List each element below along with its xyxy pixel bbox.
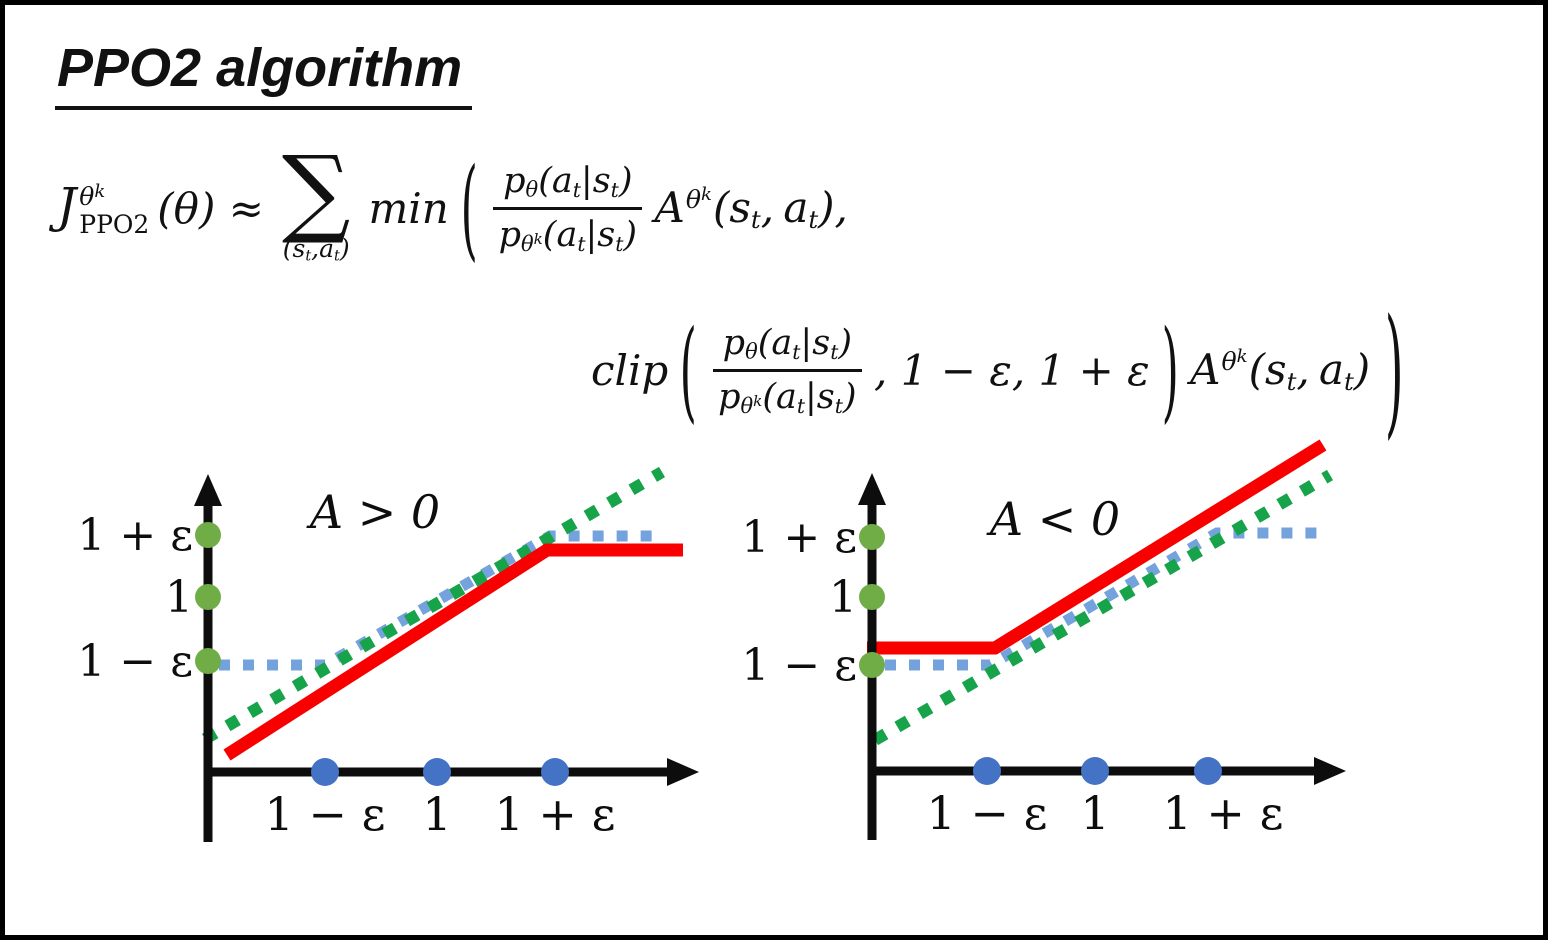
- outer-close-paren: ): [1384, 288, 1404, 453]
- y-tick-label: 1: [829, 572, 857, 623]
- title-block: PPO2 algorithm: [55, 38, 473, 111]
- y-tick-dot: [859, 524, 885, 550]
- y-tick-label: 1 − ε: [77, 636, 193, 687]
- x-tick-label: 1 − ε: [265, 787, 386, 841]
- x-tick-label: 1 − ε: [927, 786, 1048, 840]
- fraction-numerator: pθ(at|st): [493, 161, 643, 211]
- fraction-denominator: pθk(at|st): [718, 377, 857, 419]
- advantage-term: Aθk(st, at): [1190, 345, 1371, 397]
- x-tick-dot: [541, 758, 569, 786]
- x-tick-dot: [1081, 757, 1109, 785]
- clipped-ratio-line: [219, 530, 663, 671]
- of-theta-approx: (θ) ≈: [157, 184, 264, 234]
- probability-ratio-fraction: pθ(at|st) pθk(at|st): [493, 161, 643, 257]
- y-tick-label: 1 − ε: [741, 640, 857, 691]
- slide-title: PPO2 algorithm: [55, 38, 473, 111]
- probability-ratio-fraction: pθ(at|st) pθk(at|st): [712, 323, 862, 419]
- y-tick-label: 1 + ε: [77, 510, 193, 561]
- objective-formula-line2: clip ( pθ(at|st) pθk(at|st) , 1 − ε, 1 +…: [591, 288, 1411, 452]
- big-close-paren: ): [1161, 306, 1179, 435]
- fraction-denominator: pθk(at|st): [498, 215, 638, 257]
- x-axis-arrowhead: [667, 758, 699, 786]
- condition-label: A > 0: [306, 485, 440, 539]
- x-tick-dot: [423, 758, 451, 786]
- x-tick-label: 1 + ε: [1163, 786, 1284, 840]
- objective-line: [223, 543, 683, 761]
- y-axis-arrowhead: [858, 473, 886, 505]
- y-tick-label: 1: [165, 572, 193, 623]
- y-tick-dot: [195, 522, 221, 548]
- clip-bounds: , 1 − ε, 1 + ε: [874, 346, 1150, 396]
- advantage-term: Aθk(st, at),: [654, 183, 848, 235]
- x-tick-label: 1: [1080, 786, 1109, 840]
- condition-label: A < 0: [986, 492, 1120, 546]
- sigma-symbol: ∑: [281, 135, 351, 247]
- big-open-paren: (: [460, 145, 478, 273]
- plot-a-positive: A > 0 1 + ε 1 1 − ε 1 − ε 1 1 + ε: [77, 466, 699, 842]
- clip-operator: clip: [591, 346, 669, 396]
- x-tick-dot: [311, 758, 339, 786]
- y-tick-dot: [859, 652, 885, 678]
- x-tick-label: 1: [422, 787, 451, 841]
- plot-a-negative: A < 0 1 + ε 1 1 − ε 1 − ε 1 1 + ε: [741, 439, 1346, 840]
- x-tick-dot: [973, 757, 1001, 785]
- fraction-numerator: pθ(at|st): [712, 323, 862, 373]
- summation-subscript: (st,at): [282, 233, 350, 265]
- identity-ratio-line: [871, 469, 1334, 746]
- y-tick-dot: [859, 584, 885, 610]
- x-tick-dot: [1194, 757, 1222, 785]
- objective-line: [867, 439, 1327, 655]
- big-open-paren: (: [679, 306, 698, 435]
- min-operator: min: [368, 184, 449, 234]
- y-axis-arrowhead: [194, 474, 222, 506]
- x-tick-label: 1 + ε: [495, 787, 616, 841]
- clipped-ratio-line: [885, 527, 1327, 671]
- y-tick-dot: [195, 648, 221, 674]
- identity-ratio-line: [201, 466, 666, 745]
- y-tick-dot: [195, 584, 221, 610]
- x-axis-arrowhead: [1314, 757, 1346, 785]
- summation-over-state-action-pairs: ∑ (st,at): [281, 135, 351, 265]
- y-tick-label: 1 + ε: [741, 512, 857, 563]
